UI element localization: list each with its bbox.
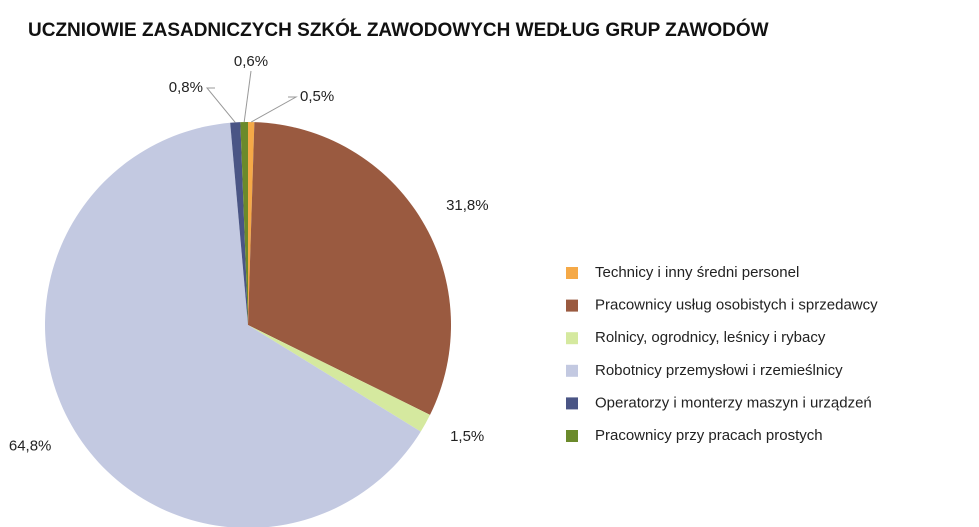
legend-label: Rolnicy, ogrodnicy, leśnicy i rybacy [595, 329, 826, 346]
leader-line [250, 96, 298, 123]
legend-swatch [566, 397, 578, 410]
legend-label: Pracownicy usług osobistych i sprzedawcy [595, 297, 878, 314]
pie-slice [230, 122, 248, 326]
chart-title: UCZNIOWIE ZASADNICZYCH SZKÓŁ ZAWODOWYCH … [28, 19, 769, 41]
data-label: 0,5% [300, 88, 334, 105]
pie-slice [45, 122, 421, 527]
legend-label: Operatorzy i monterzy maszyn i urządzeń [595, 394, 872, 411]
legend-label: Technicy i inny średni personel [595, 264, 799, 281]
pie-slice [248, 122, 255, 325]
legend-label: Robotnicy przemysłowi i rzemieślnicy [595, 362, 843, 379]
legend-label: Pracownicy przy pracach prostych [595, 427, 823, 444]
data-label: 0,8% [169, 79, 203, 96]
legend-swatch [566, 267, 578, 279]
data-label: 1,5% [450, 428, 484, 445]
legend-swatch [566, 430, 578, 442]
data-label: 31,8% [446, 197, 489, 214]
pie-slice [248, 122, 451, 415]
leader-line [243, 70, 252, 123]
leader-line [205, 87, 236, 123]
data-label: 64,8% [9, 437, 52, 454]
data-label: 0,6% [234, 53, 268, 70]
pie-slice [248, 325, 431, 432]
legend-swatch [566, 364, 578, 377]
legend-swatch [566, 299, 578, 312]
pie-slice [240, 122, 248, 325]
legend-swatch [566, 332, 578, 345]
